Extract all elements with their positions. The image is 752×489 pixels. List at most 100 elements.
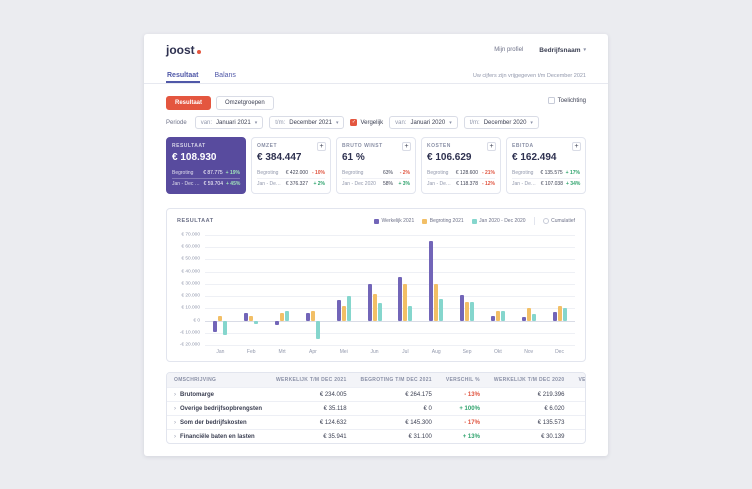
kpi-row-name: Jan - Dec 2020	[512, 181, 538, 187]
row-name-cell: › Som der bedrijfskosten	[167, 415, 270, 430]
vergelijk-tm-select[interactable]: t/m: December 2020 ▾	[463, 116, 539, 129]
row-expand-icon[interactable]: ›	[174, 391, 176, 398]
chart-legend: Werkelijk 2021 Begroting 2021 Jan 2020 - D…	[374, 217, 575, 225]
gridline	[205, 283, 575, 285]
y-tick-label: € 20.000	[181, 293, 200, 299]
row-expand-icon[interactable]: ›	[174, 433, 176, 440]
bar-werkelijk-2021-apr	[305, 313, 310, 321]
row-expand-icon[interactable]: ›	[174, 419, 176, 426]
tab-balans[interactable]: Balans	[214, 72, 236, 79]
bar-jan-2020-dec-2020-sep	[470, 302, 475, 321]
legend-item-begroting-2021[interactable]: Begroting 2021	[422, 218, 464, 224]
logo-text: joost	[166, 43, 195, 57]
table-header-verschil: VERSCHIL %	[438, 373, 487, 388]
y-tick-label: € 40.000	[181, 269, 200, 275]
y-tick-label: € 70.000	[181, 232, 200, 238]
kpi-card-ebitda[interactable]: EBITDA + € 162.494 Begroting € 135.575 + 17% J…	[506, 137, 586, 194]
kpi-card-omzet[interactable]: OMZET + € 384.447 Begroting € 422.000- 10% Ja…	[251, 137, 331, 194]
bar-group-sep	[460, 235, 475, 345]
select-value: December 2021	[289, 119, 332, 126]
table-row-som-der-bedrijfskosten[interactable]: › Som der bedrijfskosten € 124.632 € 145.30…	[167, 415, 585, 430]
kpi-add-button[interactable]: +	[572, 142, 581, 151]
vergelijk-van-select[interactable]: van: Januari 2020 ▾	[389, 116, 458, 129]
kpi-row-value: 63%	[382, 169, 393, 176]
row-name: Financiële baten en lasten	[180, 433, 255, 440]
company-dropdown[interactable]: Bedrijfsnaam ▾	[539, 47, 586, 54]
table-header-begroting-t-m-dec-2021: BEGROTING T/M DEC 2021	[353, 373, 439, 388]
kpi-row-name: Begroting	[257, 169, 279, 176]
periode-label: Periode	[166, 119, 187, 126]
breakdown-table: OMSCHRIJVING WERKELIJK T/M DEC 2021 BEGROT…	[167, 373, 585, 443]
row-expand-icon[interactable]: ›	[174, 405, 176, 412]
cumulatief-toggle[interactable]: Cumulatief	[542, 218, 575, 224]
tab-list: Resultaat Balans	[166, 64, 251, 83]
bar-werkelijk-2021-feb	[244, 313, 249, 321]
kpi-label: EBITDA	[512, 143, 534, 149]
bar-begroting-2021-jul	[403, 283, 408, 321]
chart-header: RESULTAAT Werkelijk 2021 Begroting 2021 Ja…	[177, 217, 575, 225]
table-row-overige-bedrijfsopbrengsten[interactable]: › Overige bedrijfsopbrengsten € 35.118 € 0 +…	[167, 401, 585, 416]
kpi-row-value: 58%	[382, 181, 393, 187]
bar-werkelijk-2021-jun	[367, 283, 372, 321]
kpi-row-name: Begroting	[342, 169, 364, 176]
bar-werkelijk-2021-okt	[490, 315, 495, 321]
bar-begroting-2021-aug	[434, 283, 439, 321]
kpi-card-kosten[interactable]: KOSTEN + € 106.629 Begroting € 128.600- 21% J…	[421, 137, 501, 194]
periode-van-select[interactable]: van: Januari 2021 ▾	[194, 116, 264, 129]
release-note: Uw cijfers zijn vrijgegeven t/m December…	[472, 73, 586, 79]
kpi-delta-badge: - 21%	[481, 169, 495, 176]
x-axis-label: Aug	[431, 349, 441, 355]
topbar-right: Mijn profiel Bedrijfsnaam ▾	[494, 47, 586, 54]
x-axis-label: Mei	[339, 349, 348, 355]
kpi-comparison-row: Jan - Dec 2020€ 107.038+ 34%	[512, 177, 581, 190]
x-axis-label: Mrt	[278, 349, 286, 355]
bar-begroting-2021-jun	[372, 293, 377, 321]
table-row-financi-le-baten-en-lasten[interactable]: › Financiële baten en lasten € 35.941 € 31.…	[167, 429, 585, 443]
row-name-cell: › Overige bedrijfsopbrengsten	[167, 401, 270, 416]
verschil-2020-cell: + 15%	[571, 429, 585, 443]
bar-groups	[205, 235, 575, 345]
bar-werkelijk-2021-mrt	[275, 320, 280, 326]
bar-werkelijk-2021-dec	[552, 312, 557, 321]
kpi-row-name: Begroting	[172, 169, 194, 176]
chart-title: RESULTAAT	[177, 218, 214, 224]
legend-divider	[533, 217, 535, 225]
table-row-brutomarge[interactable]: › Brutomarge € 234.005 € 264.175- 13% € 219.…	[167, 387, 585, 402]
toggle-off-icon	[542, 218, 549, 224]
tab-resultaat[interactable]: Resultaat	[166, 69, 200, 83]
bar-begroting-2021-jan	[218, 315, 223, 321]
kpi-add-button[interactable]: +	[402, 142, 411, 151]
app-logo[interactable]: joost	[166, 43, 201, 57]
vergelijk-checkbox[interactable]: ✓ Vergelijk	[350, 119, 383, 126]
profile-link[interactable]: Mijn profiel	[494, 47, 524, 53]
vergelijk-label: Vergelijk	[360, 119, 384, 126]
begroting-2021-cell: € 145.300	[353, 415, 439, 430]
main-tabs: Resultaat Balans Uw cijfers zijn vrijgege…	[144, 61, 608, 84]
legend-item-jan-2020-dec-2020[interactable]: Jan 2020 - Dec 2020	[471, 218, 526, 224]
chevron-down-icon: ▾	[583, 47, 586, 53]
werkelijk-2021-cell: € 124.632	[269, 415, 354, 430]
kpi-add-button[interactable]: +	[317, 142, 326, 151]
select-value: Januari 2021	[216, 119, 251, 126]
select-prefix: van:	[200, 119, 213, 126]
kpi-row-name: Jan - Dec 2020	[342, 181, 376, 187]
kpi-add-button[interactable]: +	[487, 142, 496, 151]
app-window: joost Mijn profiel Bedrijfsnaam ▾ Result…	[144, 34, 608, 456]
legend-item-werkelijk-2021[interactable]: Werkelijk 2021	[374, 218, 414, 224]
select-prefix: t/m:	[275, 119, 286, 126]
bar-begroting-2021-mrt	[280, 313, 285, 321]
legend-color-chip	[471, 218, 477, 224]
kpi-delta-badge: - 2%	[399, 169, 410, 176]
kpi-comparison-row: Begroting € 128.600- 21%	[427, 167, 495, 178]
toelichting-checkbox[interactable]: Toelichting	[547, 97, 586, 104]
plot-wrap: € 70.000 € 60.000 € 50.000 € 40.000 € 30.000…	[177, 232, 575, 348]
y-tick-label: € 0	[193, 318, 200, 324]
legend-label: Jan 2020 - Dec 2020	[479, 218, 526, 224]
kpi-comparison-row: Jan - Dec 2020 58% + 3%	[342, 177, 410, 190]
kpi-delta-badge: + 34%	[566, 181, 581, 187]
resultaat-button[interactable]: Resultaat	[166, 96, 212, 110]
kpi-card-bruto-winst[interactable]: BRUTO WINST +61 % Begroting 63% - 2% Jan - De…	[336, 137, 416, 194]
kpi-card-resultaat[interactable]: RESULTAAT € 108.930 Begroting € 87.775 + 19%…	[166, 137, 246, 194]
periode-tm-select[interactable]: t/m: December 2021 ▾	[269, 116, 345, 129]
omzetgroepen-button[interactable]: Omzetgroepen	[216, 96, 274, 110]
